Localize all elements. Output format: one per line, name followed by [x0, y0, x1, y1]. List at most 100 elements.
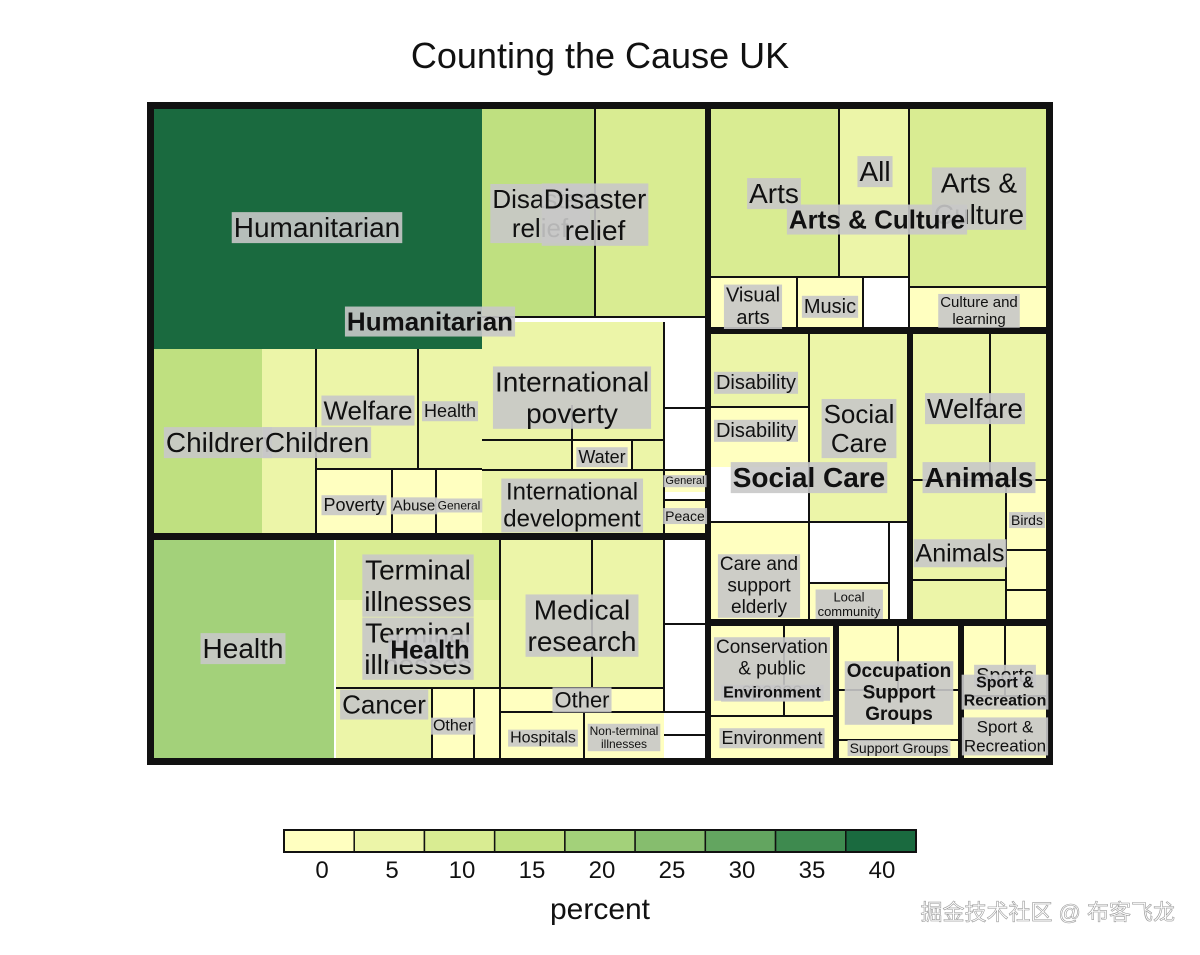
legend-swatch — [634, 829, 707, 853]
group-label-health-text: Health — [390, 635, 469, 665]
legend-swatch — [774, 829, 847, 853]
cell-label-humanitarian-water: Water — [576, 447, 628, 468]
cell-label-arts-and-culture-music: Music — [801, 295, 859, 318]
cell-label-arts-and-culture-visual-arts-text: Visual arts — [726, 285, 780, 329]
group-label-sport-and-recreation-bg — [961, 674, 1049, 710]
cell-label-social-care-local-community-text: Local community — [818, 589, 881, 619]
cell-label-arts-and-culture-arts-text: Arts — [749, 178, 799, 209]
group-label-occupation-support-groups: Occupation Support Groups — [844, 661, 954, 725]
cell-label-occupation-support-groups-support-groups-text: Support Groups — [850, 740, 949, 756]
group-label-animals-text: Animals — [925, 462, 1034, 493]
cell-label-animals-birds-bg — [1009, 512, 1045, 529]
cell-label-animals-birds-text: Birds — [1011, 512, 1043, 528]
cell-label-social-care-disability-bg — [713, 419, 799, 442]
cell-label-environment-environment: Environment — [719, 728, 825, 749]
legend-tick-label: 10 — [449, 857, 476, 884]
cell-label-environment-environment-bg — [719, 728, 825, 749]
legend-swatch — [283, 829, 355, 853]
group-label-sport-and-recreation: Sport & Recreation — [961, 674, 1049, 710]
cell-label-health-hospitals-text: Hospitals — [510, 730, 576, 747]
cell-label-occupation-support-groups-support-groups-bg — [847, 740, 951, 757]
cell-label-humanitarian-health-bg — [421, 401, 479, 422]
group-label-arts-and-culture-bg — [786, 204, 968, 235]
cell-label-health-health-text: Health — [203, 633, 284, 664]
cell-label-health-cancer-bg — [340, 689, 429, 720]
cell-label-health-other-text: Other — [554, 687, 609, 712]
cell-label-health-other: Other — [552, 687, 612, 713]
cell-label-humanitarian-international-poverty-bg — [492, 366, 652, 429]
group-label-environment-bg — [721, 684, 824, 702]
cell-label-social-care-disability-text: Disability — [716, 372, 796, 394]
group-label-animals-bg — [922, 462, 1036, 494]
cell-label-health-medical-research: Medical research — [525, 594, 639, 657]
group-label-arts-and-culture: Arts & Culture — [786, 204, 968, 235]
watermark: 掘金技术社区 @ 布客飞龙 — [920, 900, 1175, 925]
cell-label-humanitarian-international-development: International development — [501, 478, 644, 533]
cell-label-health-medical-research-bg — [525, 594, 639, 657]
cell-label-humanitarian-poverty: Poverty — [321, 495, 387, 516]
cell-label-arts-and-culture-music-text: Music — [804, 296, 856, 318]
legend-tick-label: 15 — [519, 857, 546, 884]
cell-label-humanitarian-general-bg — [435, 498, 483, 513]
cell-label-social-care-disability-bg — [713, 371, 799, 394]
group-label-arts-and-culture-text: Arts & Culture — [789, 205, 965, 235]
cell-label-social-care-care-and-support-elderly-text: Care and support elderly — [720, 554, 798, 618]
cell-label-health-health-bg — [200, 633, 286, 665]
cell-label-arts-and-culture-arts-bg — [747, 178, 801, 210]
cell-label-animals-animals-bg — [913, 539, 1007, 568]
group-label-social-care: Social Care — [730, 462, 888, 494]
group-label-social-care-text: Social Care — [733, 462, 886, 493]
cell-label-health-other-bg — [552, 687, 612, 713]
cell-label-humanitarian-abuse-text: Abuse — [393, 497, 436, 514]
legend-tick-label: 5 — [385, 857, 398, 884]
cell-label-humanitarian-children-text: Children — [166, 427, 270, 458]
legend-tick-label: 30 — [729, 857, 756, 884]
cell-label-humanitarian-poverty-bg — [321, 495, 387, 516]
cell-label-humanitarian-peace: Peace — [663, 508, 708, 525]
legend-title: percent — [550, 893, 651, 926]
cell-label-humanitarian-peace-bg — [663, 508, 708, 525]
legend-tick-label: 0 — [315, 857, 328, 884]
cell-label-humanitarian-humanitarian: Humanitarian — [231, 212, 403, 244]
cell-label-humanitarian-children: Children — [163, 427, 273, 459]
legend-swatch — [704, 829, 777, 853]
cell-label-social-care-disability: Disability — [713, 419, 799, 442]
cell-label-health-non-terminal-illnesses-bg — [587, 723, 661, 752]
cell-label-humanitarian-health-text: Health — [424, 401, 476, 421]
cell-label-humanitarian-children-bg — [262, 427, 372, 459]
cell-label-health-non-terminal-illnesses-text: Non-terminal illnesses — [590, 724, 659, 751]
group-label-humanitarian: Humanitarian — [344, 306, 516, 337]
legend-swatch — [564, 829, 636, 853]
cell-label-social-care-disability-text: Disability — [716, 420, 796, 442]
cell-label-arts-and-culture-visual-arts-bg — [723, 284, 783, 329]
legend-tick-label: 25 — [659, 857, 686, 884]
cell-arts-and-culture-all — [839, 107, 909, 277]
legend-swatch — [493, 829, 566, 853]
cell-label-humanitarian-general-bg — [663, 475, 707, 488]
cell-label-animals-animals: Animals — [913, 539, 1007, 568]
cell-label-humanitarian-international-poverty: International poverty — [492, 366, 652, 429]
cell-label-humanitarian-humanitarian-text: Humanitarian — [234, 212, 401, 243]
legend: 0 5 10 15 20 25 30 35 40 — [283, 829, 917, 884]
cell-label-arts-and-culture-culture-and-learning-text: Culture and learning — [940, 294, 1018, 328]
cell-label-animals-animals-text: Animals — [916, 539, 1005, 567]
cell-label-social-care-local-community: Local community — [815, 589, 883, 620]
cell-label-health-hospitals-bg — [508, 729, 578, 747]
cell-label-animals-welfare: Welfare — [925, 393, 1025, 425]
legend-swatch — [353, 829, 426, 853]
cell-label-arts-and-culture-all: All — [857, 156, 893, 188]
cell-label-humanitarian-welfare-bg — [321, 395, 415, 426]
cell-label-humanitarian-general: General — [435, 498, 483, 513]
cell-social-care-disability — [709, 332, 809, 407]
legend-tick-label: 20 — [589, 857, 616, 884]
cell-label-social-care-social-care-text: Social Care — [824, 399, 895, 458]
cell-label-humanitarian-international-development-bg — [501, 478, 644, 533]
cell-label-social-care-local-community-bg — [815, 589, 883, 620]
cell-label-arts-and-culture-arts: Arts — [747, 178, 801, 210]
cell-label-arts-and-culture-all-text: All — [859, 156, 890, 187]
cell-label-animals-welfare-bg — [925, 393, 1025, 425]
cell-label-health-non-terminal-illnesses: Non-terminal illnesses — [587, 723, 661, 752]
